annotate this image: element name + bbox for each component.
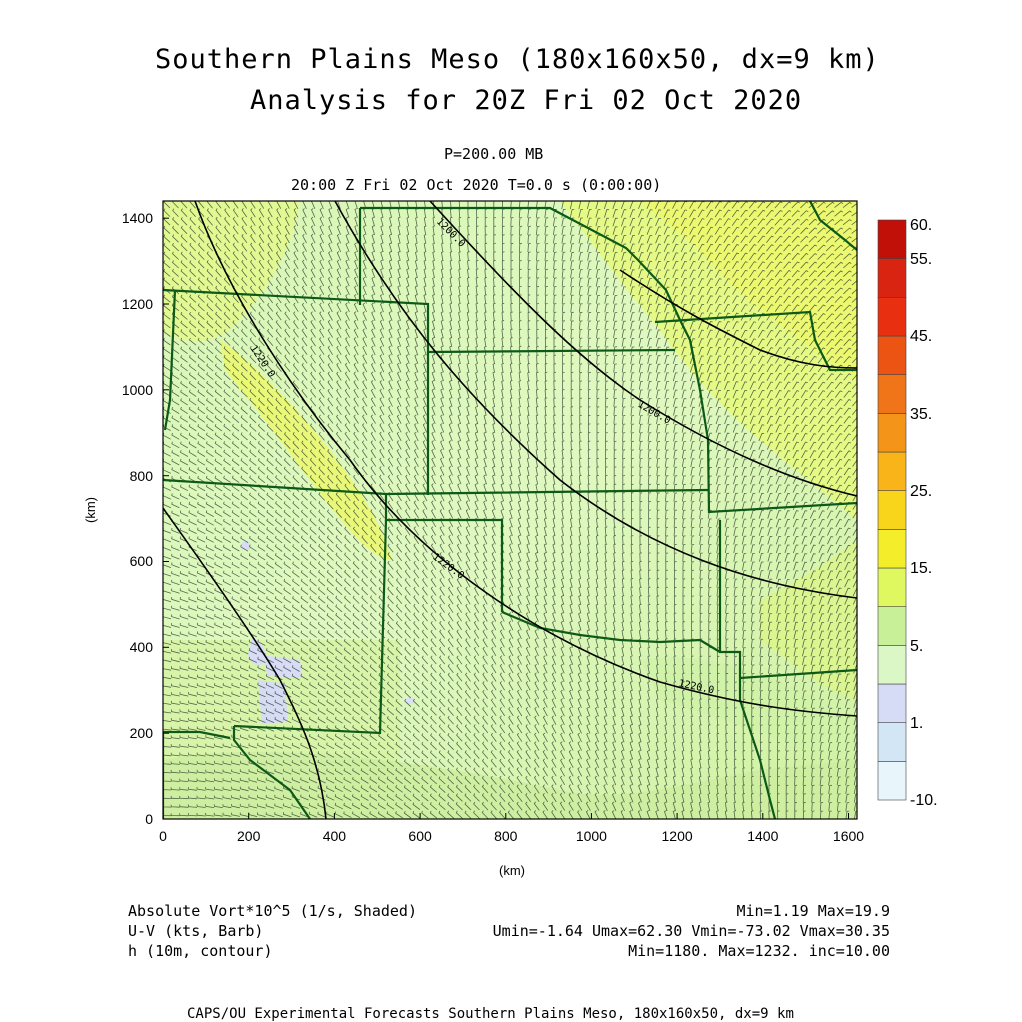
x-tick-label: 1200 [662,828,693,844]
colorbar [877,219,907,801]
axis-ticks [162,217,849,820]
pressure-label: P=200.00 MB [444,145,544,163]
legend-contour-label: h (10m, contour) [128,942,273,960]
legend-contour-stats: Min=1180. Max=1232. inc=10.00 [628,942,890,960]
colorbar-swatch [877,606,907,646]
legend-shaded-stats: Min=1.19 Max=19.9 [736,902,890,920]
plot-frame [162,200,858,820]
x-tick-label: 1400 [747,828,778,844]
colorbar-swatch [877,761,907,801]
x-tick-label: 800 [494,828,518,844]
y-tick-labels: 0 200 400 600 800 1000 1200 1400 [122,210,153,827]
y-tick-label: 0 [145,811,153,827]
y-tick-label: 600 [130,553,154,569]
colorbar-swatch [877,645,907,685]
colorbar-swatch [877,258,907,298]
legend-barb-stats: Umin=-1.64 Umax=62.30 Vmin=-73.02 Vmax=3… [492,922,890,940]
colorbar-swatch [877,413,907,453]
colorbar-swatch [877,722,907,762]
colorbar-label: 60. [910,217,932,234]
title-line-2: Analysis for 20Z Fri 02 Oct 2020 [250,85,803,116]
colorbar-swatch [877,451,907,491]
x-axis-label: (km) [499,863,525,878]
colorbar-swatch [877,219,907,259]
colorbar-swatch [877,374,907,414]
colorbar-label: 35. [910,406,932,423]
y-tick-label: 1200 [122,296,153,312]
x-tick-label: 400 [323,828,347,844]
y-axis-label: (km) [83,497,98,523]
colorbar-label: 25. [910,483,932,500]
credit-line: CAPS/OU Experimental Forecasts Southern … [187,1006,794,1022]
y-tick-label: 800 [130,468,154,484]
x-tick-label: 600 [408,828,432,844]
colorbar-swatch [877,297,907,337]
colorbar-swatch [877,529,907,569]
colorbar-label: -10. [910,792,938,809]
y-tick-label: 400 [130,639,154,655]
legend-barb-label: U-V (kts, Barb) [128,922,264,940]
colorbar-swatch [877,567,907,607]
y-tick-label: 1400 [122,210,153,226]
x-tick-label: 200 [237,828,261,844]
height-contours [163,201,857,819]
state-boundaries [163,201,857,819]
colorbar-label: 55. [910,251,932,268]
x-tick-label: 1000 [576,828,607,844]
colorbar-label: 45. [910,328,932,345]
colorbar-label: 5. [910,638,923,655]
legend-shaded-label: Absolute Vort*10^5 (1/s, Shaded) [128,902,417,920]
y-tick-label: 1000 [122,382,153,398]
x-tick-label: 1600 [833,828,864,844]
colorbar-label: 15. [910,560,932,577]
x-tick-labels: 0 200 400 600 800 1000 1200 1400 1600 [159,828,864,844]
title-line-1: Southern Plains Meso (180x160x50, dx=9 k… [155,44,880,75]
x-tick-label: 0 [159,828,167,844]
y-tick-label: 200 [130,725,154,741]
time-label: 20:00 Z Fri 02 Oct 2020 T=0.0 s (0:00:00… [291,176,662,194]
colorbar-swatch [877,490,907,530]
colorbar-labels: 60. 55. 45. 35. 25. 15. 5. 1. -10. [910,217,938,809]
colorbar-swatch [877,683,907,723]
colorbar-swatch [877,335,907,375]
colorbar-label: 1. [910,715,923,732]
